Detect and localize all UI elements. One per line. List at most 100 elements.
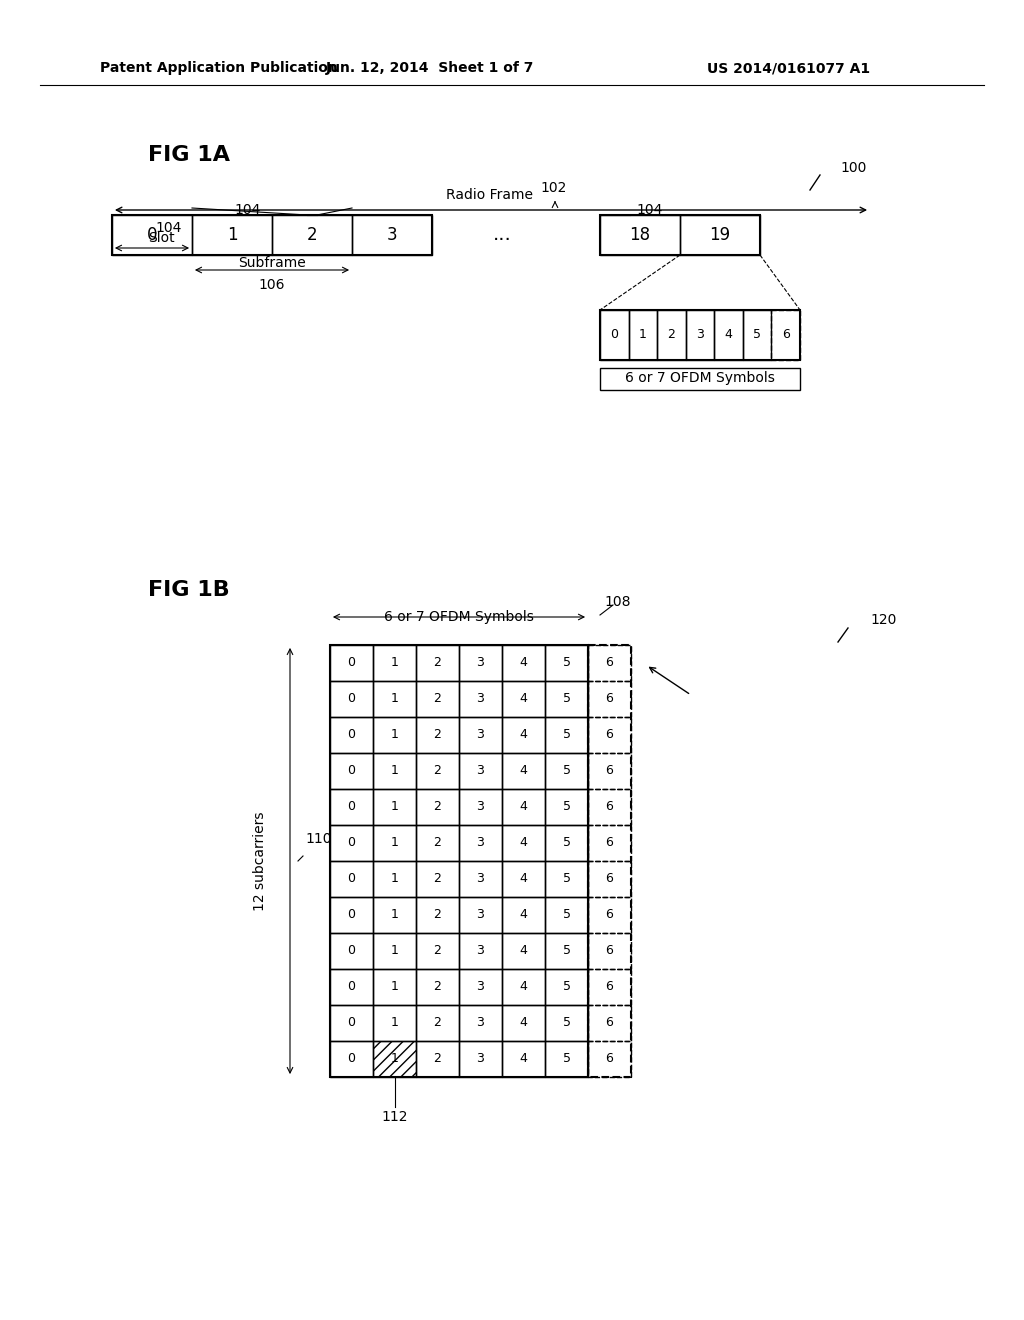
Bar	[459, 825, 502, 861]
Bar	[686, 310, 715, 360]
Bar	[459, 898, 502, 933]
Text: 1: 1	[390, 873, 398, 886]
Bar	[416, 681, 459, 717]
Text: 2: 2	[433, 693, 441, 705]
Text: 0: 0	[347, 981, 355, 994]
Text: 110: 110	[305, 833, 332, 846]
Text: 2: 2	[433, 945, 441, 957]
Bar	[193, 215, 272, 255]
Text: 1: 1	[390, 837, 398, 850]
Text: 4: 4	[519, 656, 527, 669]
Text: 1: 1	[226, 226, 238, 244]
Bar	[459, 969, 502, 1005]
Bar	[502, 681, 545, 717]
Bar	[373, 789, 416, 825]
Text: 5: 5	[562, 729, 570, 742]
Text: 6: 6	[605, 764, 613, 777]
Text: 3: 3	[476, 981, 484, 994]
Bar	[502, 861, 545, 898]
Bar	[272, 215, 352, 255]
Text: 1: 1	[390, 1052, 398, 1065]
Text: 6: 6	[605, 981, 613, 994]
Text: 1: 1	[390, 908, 398, 921]
Text: 5: 5	[562, 981, 570, 994]
Text: 12 subcarriers: 12 subcarriers	[253, 812, 267, 911]
Bar	[330, 681, 373, 717]
Bar	[600, 215, 680, 255]
Text: 6 or 7 OFDM Symbols: 6 or 7 OFDM Symbols	[625, 371, 775, 385]
Text: 0: 0	[146, 226, 158, 244]
Text: 5: 5	[562, 800, 570, 813]
Text: 2: 2	[433, 981, 441, 994]
Bar	[112, 215, 432, 255]
Text: 0: 0	[347, 945, 355, 957]
Text: 0: 0	[347, 800, 355, 813]
Text: 120: 120	[870, 612, 896, 627]
Bar	[112, 215, 193, 255]
Bar	[459, 681, 502, 717]
Bar	[416, 1005, 459, 1041]
Bar	[330, 717, 373, 752]
Text: 2: 2	[668, 329, 676, 342]
Bar	[330, 645, 588, 1077]
Text: 4: 4	[519, 873, 527, 886]
Text: 18: 18	[630, 226, 650, 244]
Bar	[588, 969, 631, 1005]
Text: 3: 3	[387, 226, 397, 244]
Bar	[330, 645, 373, 681]
Bar	[588, 1041, 631, 1077]
Bar	[373, 898, 416, 933]
Text: 4: 4	[519, 693, 527, 705]
Text: 104: 104	[234, 203, 261, 216]
Text: 3: 3	[476, 800, 484, 813]
Text: 3: 3	[476, 837, 484, 850]
Bar	[459, 1005, 502, 1041]
Bar	[502, 898, 545, 933]
Text: 5: 5	[562, 1016, 570, 1030]
Text: 1: 1	[390, 656, 398, 669]
Bar	[330, 1005, 373, 1041]
Bar	[416, 789, 459, 825]
Bar	[545, 969, 588, 1005]
Text: 2: 2	[433, 1016, 441, 1030]
Text: 1: 1	[390, 693, 398, 705]
Bar	[545, 752, 588, 789]
Bar	[459, 645, 502, 681]
Text: 108: 108	[605, 595, 631, 609]
Text: 6: 6	[605, 873, 613, 886]
Bar	[680, 215, 760, 255]
Bar	[588, 933, 631, 969]
Text: 2: 2	[433, 873, 441, 886]
Text: 4: 4	[725, 329, 732, 342]
Bar	[588, 752, 631, 789]
Text: 3: 3	[476, 1016, 484, 1030]
Text: Patent Application Publication: Patent Application Publication	[100, 61, 338, 75]
Text: US 2014/0161077 A1: US 2014/0161077 A1	[707, 61, 870, 75]
Text: 6: 6	[781, 329, 790, 342]
Text: 6: 6	[605, 945, 613, 957]
Text: 3: 3	[476, 729, 484, 742]
Text: 3: 3	[476, 873, 484, 886]
Bar	[588, 898, 631, 933]
Bar	[600, 310, 629, 360]
Text: 2: 2	[433, 837, 441, 850]
Text: 0: 0	[347, 693, 355, 705]
Text: 2: 2	[433, 1052, 441, 1065]
Text: 6 or 7 OFDM Symbols: 6 or 7 OFDM Symbols	[384, 610, 534, 624]
Bar	[459, 789, 502, 825]
Text: 5: 5	[562, 873, 570, 886]
Bar	[502, 969, 545, 1005]
Text: 2: 2	[433, 908, 441, 921]
Text: 100: 100	[840, 161, 866, 176]
Text: 4: 4	[519, 981, 527, 994]
Text: 0: 0	[347, 764, 355, 777]
Bar	[657, 310, 686, 360]
Text: 4: 4	[519, 729, 527, 742]
Text: 6: 6	[605, 656, 613, 669]
Text: 3: 3	[476, 908, 484, 921]
Bar	[502, 717, 545, 752]
Bar	[629, 310, 657, 360]
Text: 3: 3	[476, 945, 484, 957]
Bar	[373, 1041, 416, 1077]
Bar	[588, 825, 631, 861]
